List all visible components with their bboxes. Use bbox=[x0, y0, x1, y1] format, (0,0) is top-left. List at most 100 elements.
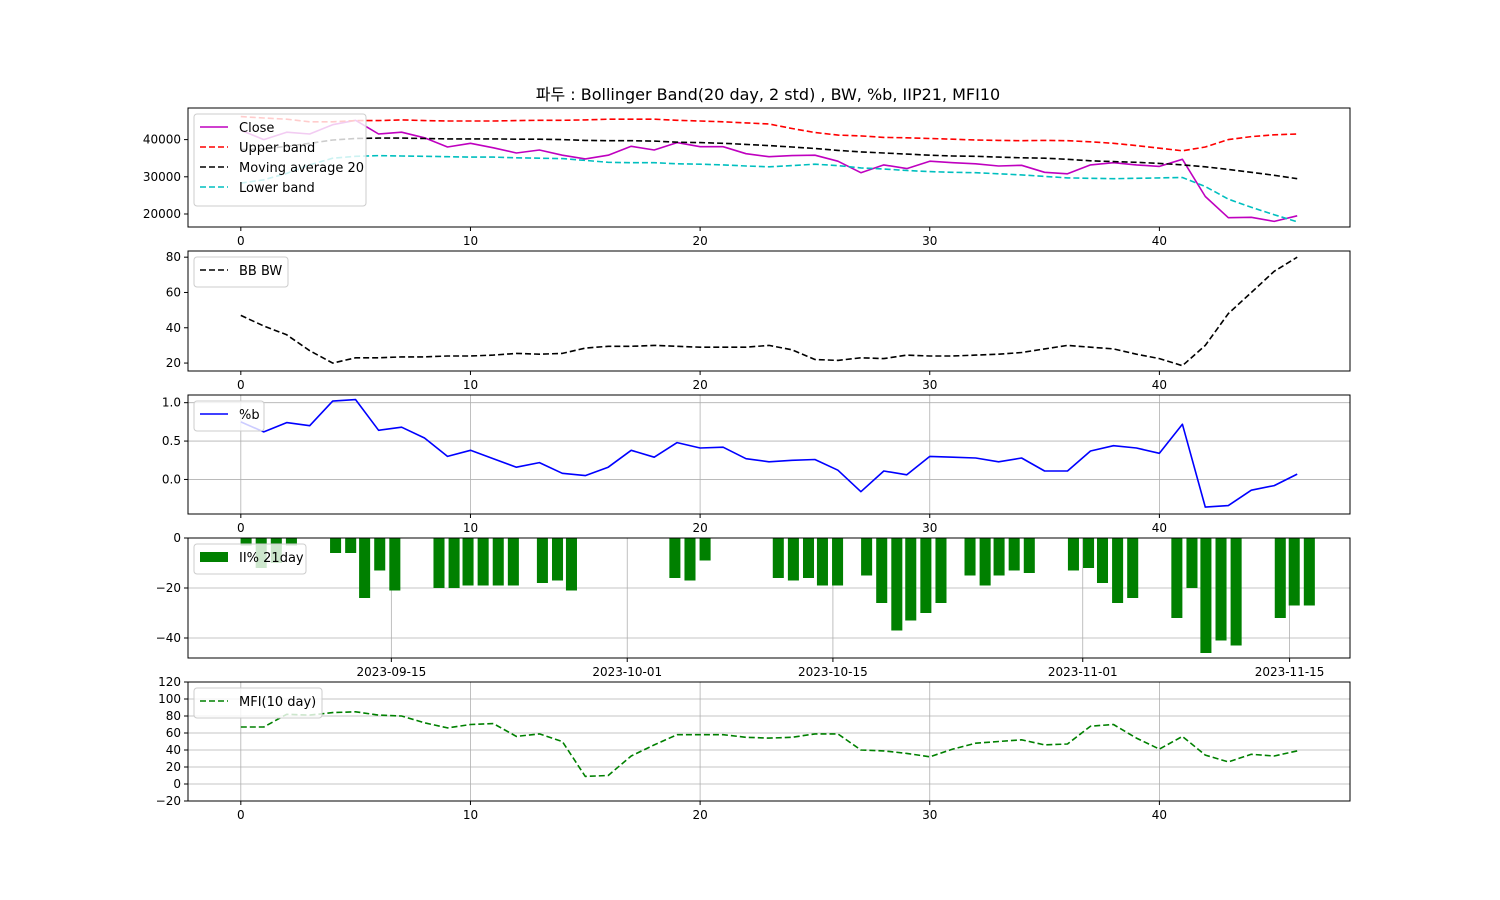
legend-box bbox=[193, 543, 307, 575]
legend-label: %b bbox=[239, 408, 260, 423]
y-tick-label: 80 bbox=[166, 250, 181, 264]
bar bbox=[861, 538, 873, 576]
bar bbox=[816, 538, 828, 586]
series-line-2 bbox=[240, 115, 1298, 152]
legend-label: BB BW bbox=[239, 264, 282, 279]
bar bbox=[684, 538, 696, 581]
y-tick-label: 20000 bbox=[143, 207, 181, 221]
series-line-4 bbox=[240, 154, 1298, 223]
series-line-3 bbox=[240, 137, 1298, 180]
y-tick-label: 30000 bbox=[143, 170, 181, 184]
bar bbox=[433, 538, 445, 588]
bar bbox=[374, 538, 386, 571]
subplot-1: 0 10 20 30 40 20000 30000 40000 Close Upper band M… bbox=[143, 107, 1351, 248]
y-tick-label: 60 bbox=[166, 285, 181, 299]
bar bbox=[905, 538, 917, 621]
bar bbox=[1186, 538, 1198, 588]
x-tick-label: 0 bbox=[237, 521, 245, 535]
y-tick-label: 40 bbox=[166, 321, 181, 335]
legend-swatch bbox=[200, 552, 228, 562]
legend-box bbox=[193, 400, 265, 432]
bar bbox=[285, 538, 297, 546]
axes-frame bbox=[187, 681, 1351, 802]
legend-label: Lower band bbox=[239, 181, 315, 196]
bar bbox=[1230, 538, 1242, 646]
x-tick-label: 2023-11-15 bbox=[1255, 665, 1325, 679]
y-tick-label: 80 bbox=[166, 709, 181, 723]
x-tick-label: 40 bbox=[1152, 234, 1167, 248]
y-tick-label: 60 bbox=[166, 726, 181, 740]
axes-frame bbox=[187, 107, 1351, 228]
x-tick-label: 0 bbox=[237, 234, 245, 248]
subplot-4: 2023-09-15 2023-10-01 2023-10-15 2023-11-01… bbox=[156, 531, 1351, 679]
bar bbox=[448, 538, 460, 588]
y-tick-label: 0 bbox=[173, 531, 181, 545]
bar bbox=[1096, 538, 1109, 583]
x-tick-label: 10 bbox=[463, 378, 478, 392]
bar bbox=[462, 538, 474, 586]
legend-label: MFI(10 day) bbox=[239, 695, 316, 710]
bar bbox=[964, 538, 976, 576]
series-line-1 bbox=[240, 256, 1298, 367]
bar bbox=[802, 538, 815, 578]
y-tick-label: 20 bbox=[166, 760, 181, 774]
bar bbox=[240, 538, 252, 546]
bar bbox=[536, 538, 548, 583]
series-line-1 bbox=[240, 710, 1298, 778]
x-tick-label: 40 bbox=[1152, 378, 1167, 392]
x-tick-label: 0 bbox=[237, 378, 245, 392]
bar bbox=[551, 538, 564, 581]
x-tick-label: 2023-09-15 bbox=[356, 665, 426, 679]
subplot-5: 0 10 20 30 40 −20 0 20 40 60 80 100 120 MFI(10 day) bbox=[156, 675, 1351, 822]
x-tick-label: 30 bbox=[922, 521, 937, 535]
legend-box bbox=[193, 687, 323, 719]
y-tick-label: 0.5 bbox=[162, 434, 181, 448]
bar bbox=[507, 538, 519, 586]
bar bbox=[1274, 538, 1286, 618]
x-tick-label: 40 bbox=[1152, 521, 1167, 535]
y-tick-label: 20 bbox=[166, 356, 181, 370]
y-tick-label: 100 bbox=[158, 692, 181, 706]
bar bbox=[1200, 538, 1212, 653]
x-tick-label: 10 bbox=[463, 521, 478, 535]
legend-label: Moving average 20 bbox=[239, 161, 364, 176]
legend-label: II% 21day bbox=[239, 551, 304, 566]
x-tick-label: 0 bbox=[237, 808, 245, 822]
y-tick-label: −20 bbox=[156, 794, 181, 808]
bar bbox=[330, 538, 342, 553]
x-tick-label: 20 bbox=[692, 234, 707, 248]
y-tick-label: −20 bbox=[156, 581, 181, 595]
bar bbox=[920, 538, 932, 613]
bar bbox=[492, 538, 504, 586]
x-tick-label: 20 bbox=[692, 808, 707, 822]
bar bbox=[832, 538, 844, 586]
bar bbox=[345, 538, 357, 553]
legend-box bbox=[193, 113, 367, 207]
subplot-2: 0 10 20 30 40 20 40 60 80 BB BW bbox=[166, 250, 1351, 392]
y-tick-label: 0.0 bbox=[162, 472, 181, 486]
x-tick-label: 10 bbox=[463, 234, 478, 248]
legend-label: Close bbox=[239, 121, 274, 136]
y-tick-label: 120 bbox=[158, 675, 181, 689]
bar bbox=[389, 538, 401, 591]
bar bbox=[669, 538, 681, 578]
x-tick-label: 10 bbox=[463, 808, 478, 822]
bar bbox=[1023, 538, 1035, 573]
y-tick-label: −40 bbox=[156, 631, 181, 645]
x-tick-label: 30 bbox=[922, 234, 937, 248]
x-tick-label: 20 bbox=[692, 521, 707, 535]
x-tick-label: 30 bbox=[922, 378, 937, 392]
bar bbox=[772, 538, 784, 578]
bar bbox=[477, 538, 489, 586]
bar bbox=[699, 538, 711, 561]
y-tick-label: 40 bbox=[166, 743, 181, 757]
x-tick-label: 20 bbox=[692, 378, 707, 392]
x-tick-label: 40 bbox=[1152, 808, 1167, 822]
series-line-1 bbox=[240, 119, 1298, 223]
bar bbox=[565, 538, 577, 591]
x-tick-label: 2023-10-01 bbox=[592, 665, 662, 679]
figure-title: 파두 : Bollinger Band(20 day, 2 std) , BW,… bbox=[536, 85, 1000, 104]
bar bbox=[979, 538, 991, 586]
